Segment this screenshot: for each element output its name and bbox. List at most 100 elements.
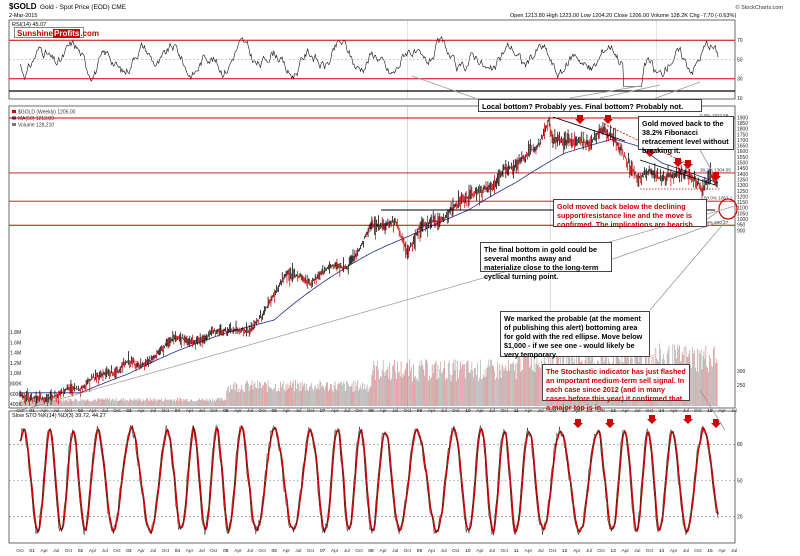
x-tick-bottom-55: Jul: [683, 548, 689, 554]
x-tick-top-7: Jul: [102, 408, 108, 414]
x-tick-bottom-12: Oct: [162, 548, 170, 554]
x-tick-top-44: Oct: [549, 408, 557, 414]
x-tick-bottom-14: Apr: [186, 548, 194, 554]
price-arrow-4: [683, 160, 693, 169]
rsi-tick-30: 30: [737, 77, 743, 83]
x-tick-bottom-7: Jul: [102, 548, 108, 554]
x-tick-bottom-21: 06: [272, 548, 278, 554]
x-tick-top-34: Apr: [428, 408, 436, 414]
annotation-sto-note: The Stochastic indicator has just flashe…: [542, 364, 690, 412]
x-tick-top-2: Apr: [40, 408, 48, 414]
rsi-tick-70: 70: [737, 38, 743, 44]
x-tick-top-9: 03: [126, 408, 132, 414]
x-tick-bottom-8: Oct: [113, 548, 121, 554]
x-tick-top-54: Apr: [670, 408, 678, 414]
x-tick-bottom-46: Apr: [573, 548, 581, 554]
sunshine-profits-logo: SunshineProfits.com: [14, 27, 99, 38]
annotation-ellipse-note: We marked the probable (at the moment of…: [500, 311, 650, 359]
x-tick-bottom-56: Oct: [694, 548, 702, 554]
x-tick-top-58: Apr: [718, 408, 726, 414]
price-tick-1050: 1050: [737, 211, 748, 217]
price-arrow-2: [645, 148, 655, 157]
x-tick-bottom-18: Apr: [234, 548, 242, 554]
x-tick-bottom-1: 01: [29, 548, 35, 554]
x-tick-bottom-44: Oct: [549, 548, 557, 554]
x-tick-bottom-58: Apr: [718, 548, 726, 554]
fib-label-2: 50.0% 1067.1: [704, 196, 733, 201]
price-tick-1600: 1600: [737, 149, 748, 155]
x-tick-top-43: Jul: [537, 408, 543, 414]
x-tick-top-15: Jul: [199, 408, 205, 414]
price-tick-1900: 1900: [737, 115, 748, 121]
price-arrow-0: [575, 115, 585, 124]
x-tick-bottom-2: Apr: [40, 548, 48, 554]
x-tick-bottom-20: Oct: [258, 548, 266, 554]
price-tick-1250: 1250: [737, 189, 748, 195]
sto-arrow-1: [605, 419, 615, 428]
chart-description: Gold - Spot Price (EOD) CME: [40, 4, 127, 11]
x-tick-top-14: Apr: [186, 408, 194, 414]
price-tick-900: 900: [737, 228, 746, 234]
rsi-line: [19, 35, 719, 87]
x-tick-bottom-47: Jul: [586, 548, 592, 554]
x-tick-top-8: Oct: [113, 408, 121, 414]
x-tick-bottom-49: 13: [610, 548, 616, 554]
x-tick-bottom-37: 10: [465, 548, 471, 554]
x-tick-top-12: Oct: [162, 408, 170, 414]
x-tick-bottom-0: Oct: [16, 548, 24, 554]
price-tick-1300: 1300: [737, 183, 748, 189]
chart-ohlc: Open 1213.80 High 1223.00 Low 1204.20 Cl…: [510, 13, 736, 19]
x-tick-top-49: 13: [610, 408, 616, 414]
x-tick-top-39: Jul: [489, 408, 495, 414]
sto-arrow-0: [573, 419, 583, 428]
price-tick-1750: 1750: [737, 132, 748, 138]
x-tick-bottom-5: 02: [78, 548, 84, 554]
x-tick-bottom-34: Apr: [428, 548, 436, 554]
x-tick-bottom-54: Apr: [670, 548, 678, 554]
legend-entry-2: Volume 128,210: [18, 123, 54, 129]
x-tick-bottom-59: Jul: [731, 548, 737, 554]
rsi-label: RSI(14) 45.07: [12, 22, 46, 28]
x-tick-bottom-52: Oct: [646, 548, 654, 554]
x-tick-bottom-42: Apr: [525, 548, 533, 554]
x-tick-top-26: Apr: [331, 408, 339, 414]
annotation-bearish-note: Gold moved back below the declining supp…: [553, 199, 707, 229]
rsi-tick-10: 10: [737, 96, 743, 102]
x-tick-bottom-40: Oct: [500, 548, 508, 554]
x-tick-top-10: Apr: [137, 408, 145, 414]
x-tick-top-57: 15: [707, 408, 713, 414]
logo-part-3: .com: [80, 29, 100, 38]
long-term-trend-line: [21, 205, 736, 411]
x-tick-bottom-33: 09: [417, 548, 423, 554]
x-tick-bottom-11: Jul: [150, 548, 156, 554]
x-tick-bottom-25: 07: [320, 548, 326, 554]
sto-tick-50: 50: [737, 478, 743, 484]
x-tick-bottom-50: Apr: [622, 548, 630, 554]
x-tick-bottom-4: Oct: [65, 548, 73, 554]
price-tick-300: 300: [737, 369, 746, 375]
x-tick-bottom-6: Apr: [89, 548, 97, 554]
annotation-local-bottom: Local bottom? Probably yes. Final bottom…: [478, 99, 702, 112]
x-tick-top-32: Oct: [404, 408, 412, 414]
x-tick-top-40: Oct: [500, 408, 508, 414]
volume-tick-6: 600K: [10, 392, 22, 398]
x-tick-top-28: Oct: [355, 408, 363, 414]
price-tick-1650: 1650: [737, 144, 748, 150]
x-tick-top-4: Oct: [65, 408, 73, 414]
sto-label: Slow STO %K(14) %D(3) 39.72, 44.27: [12, 413, 106, 419]
price-tick-1400: 1400: [737, 172, 748, 178]
x-tick-top-22: Apr: [283, 408, 291, 414]
price-tick-1500: 1500: [737, 161, 748, 167]
legend-swatch-2: [12, 123, 16, 126]
price-tick-1700: 1700: [737, 138, 748, 144]
price-tick-1550: 1550: [737, 155, 748, 161]
x-tick-top-46: Apr: [573, 408, 581, 414]
chart-symbol: $GOLD: [9, 2, 37, 11]
sto-tick-80: 80: [737, 442, 743, 448]
bottoming-ellipse: [718, 198, 738, 220]
x-tick-top-27: Jul: [344, 408, 350, 414]
x-tick-top-1: 01: [29, 408, 35, 414]
x-tick-bottom-19: Jul: [247, 548, 253, 554]
x-tick-bottom-17: 05: [223, 548, 229, 554]
decline-line-1: [552, 116, 626, 142]
